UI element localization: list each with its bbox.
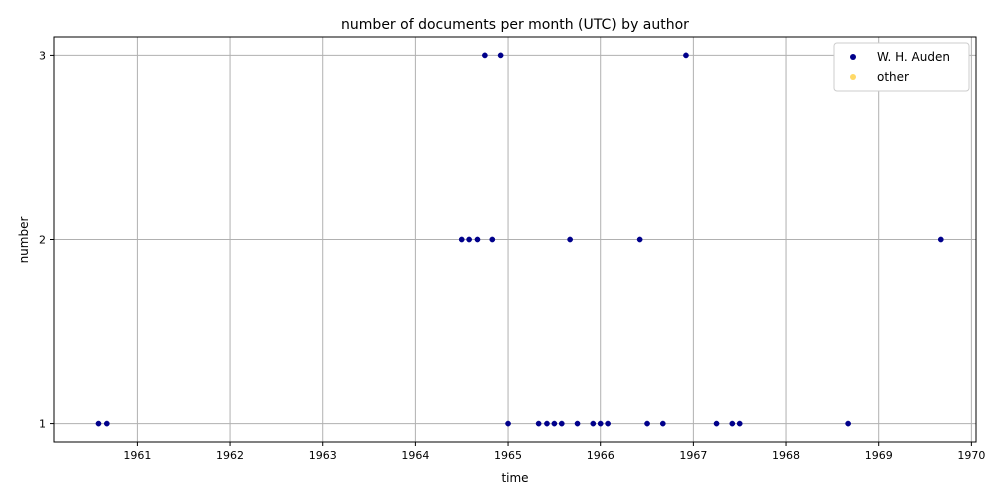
legend-marker-auden: [850, 54, 856, 60]
y-tick-label: 3: [39, 49, 46, 62]
x-tick-label: 1970: [957, 449, 985, 462]
legend: W. H. Auden other: [833, 42, 970, 92]
data-point: [683, 52, 689, 59]
data-point: [845, 420, 851, 427]
data-point: [736, 420, 743, 427]
data-point: [644, 420, 650, 427]
y-tick-label: 1: [39, 418, 46, 431]
data-point: [713, 420, 720, 427]
data-point: [659, 420, 666, 427]
legend-marker-other: [850, 74, 856, 80]
y-axis-ticks: 1 2 3: [39, 49, 54, 431]
data-point: [466, 236, 472, 243]
x-tick-label: 1963: [309, 449, 337, 462]
data-point: [597, 420, 604, 427]
data-point: [729, 420, 736, 427]
data-point: [605, 420, 611, 427]
data-point: [458, 236, 465, 243]
x-axis-ticks: 1961 1962 1963 1964 1965 1966 1967 1968 1969 1970: [123, 442, 985, 462]
x-tick-label: 1961: [123, 449, 151, 462]
y-axis-label: number: [17, 217, 31, 264]
data-point: [482, 52, 488, 59]
data-point: [497, 52, 504, 59]
data-point: [590, 420, 597, 427]
x-tick-label: 1966: [587, 449, 615, 462]
x-tick-label: 1962: [216, 449, 244, 462]
data-points: [95, 52, 944, 427]
data-point: [95, 420, 102, 427]
data-point: [937, 236, 944, 243]
data-point: [558, 420, 565, 427]
data-point: [535, 420, 542, 427]
x-axis-label: time: [501, 471, 528, 485]
data-point: [544, 420, 550, 427]
legend-label-other: other: [877, 70, 909, 84]
data-point: [474, 236, 481, 243]
legend-box: [833, 42, 970, 92]
legend-label-auden: W. H. Auden: [877, 50, 950, 64]
data-point: [489, 236, 496, 243]
data-point: [567, 236, 573, 243]
x-tick-label: 1965: [494, 449, 522, 462]
x-tick-label: 1964: [401, 449, 429, 462]
y-tick-label: 2: [39, 234, 46, 247]
x-tick-label: 1969: [865, 449, 893, 462]
x-tick-label: 1968: [772, 449, 800, 462]
chart-title: number of documents per month (UTC) by a…: [341, 17, 689, 33]
data-point: [505, 420, 511, 427]
x-tick-label: 1967: [679, 449, 707, 462]
data-point: [636, 236, 643, 243]
grid: [54, 37, 976, 442]
data-point: [551, 420, 558, 427]
data-point: [103, 420, 110, 427]
data-point: [574, 420, 581, 427]
